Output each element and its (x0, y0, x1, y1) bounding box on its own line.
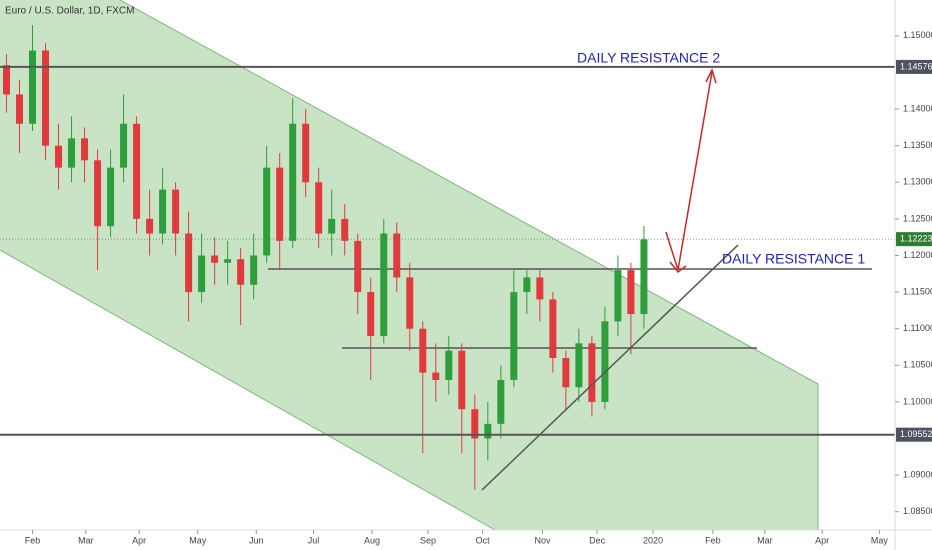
candles (3, 24, 648, 490)
candle-body (406, 277, 414, 329)
candle-body (263, 167, 271, 256)
y-tick-label: 1.13500 (903, 140, 932, 150)
x-tick-label: 2020 (643, 535, 663, 545)
x-tick-label: Aug (364, 535, 380, 545)
candle-body (549, 299, 557, 358)
y-tick-label: 1.15000 (903, 30, 932, 40)
y-tick-label: 1.13000 (903, 177, 932, 187)
x-tick-label: Sep (420, 535, 436, 545)
candle-body (81, 138, 89, 161)
x-tick-label: Dec (589, 535, 606, 545)
x-tick-label: Apr (815, 535, 829, 545)
price-label-box (896, 59, 932, 74)
candle-body (146, 218, 154, 234)
x-tick-label: Jun (249, 535, 264, 545)
candle-body (29, 50, 37, 124)
candle-body (198, 255, 206, 293)
candle-body (315, 182, 323, 234)
price-label: 1.14576 (900, 61, 932, 71)
y-tick-label: 1.11500 (903, 286, 932, 296)
candle-body (471, 409, 479, 439)
candle-body (120, 123, 128, 168)
candle-body (445, 350, 453, 380)
x-tick-label: Mar (757, 535, 773, 545)
x-tick-label: May (189, 535, 207, 545)
candle-body (510, 292, 518, 380)
price-label-box (896, 427, 932, 442)
candle-body (94, 160, 102, 227)
arrow-head (669, 261, 687, 274)
candle-body (276, 167, 284, 241)
candle-body (393, 233, 401, 278)
channel-edge (119, 0, 819, 385)
candle-body (172, 189, 180, 234)
x-tick-label: Feb (705, 535, 721, 545)
candle-body (536, 277, 544, 300)
y-tick-label: 1.08500 (903, 506, 932, 516)
y-tick-label: 1.10500 (903, 360, 932, 370)
candle-body (341, 218, 349, 241)
price-label-box (896, 232, 932, 247)
x-tick-label: Jul (308, 535, 320, 545)
candle-body (185, 233, 193, 293)
candle-body (3, 65, 11, 95)
axes: 1.15000 1.14000 1.13500 1.13000 1.12500 1.120… (25, 30, 932, 545)
candle-body (575, 343, 583, 388)
candle-body (601, 321, 609, 402)
candle-body (302, 123, 310, 183)
candle-body (107, 167, 115, 227)
channel (0, 0, 818, 530)
x-tick-label: Nov (534, 535, 551, 545)
candle-body (432, 372, 440, 380)
y-tick-label: 1.10000 (903, 396, 932, 406)
candle-body (133, 123, 141, 219)
channel-edge (0, 249, 496, 531)
candle-body (367, 292, 375, 337)
candle-body (224, 259, 232, 263)
annotation: DAILY RESISTANCE 1 (722, 251, 865, 267)
y-tick-label: 1.12500 (903, 213, 932, 223)
candle-body (237, 259, 245, 285)
arrow-head (705, 67, 717, 84)
candle-body (42, 50, 50, 146)
x-tick-label: Oct (476, 535, 491, 545)
trend-line (481, 244, 739, 491)
annotation: DAILY RESISTANCE 2 (577, 50, 720, 66)
candle-body (484, 423, 492, 439)
candle-body (16, 94, 24, 124)
candle-body (159, 189, 167, 234)
candle-body (68, 138, 76, 168)
candle-body (419, 328, 427, 373)
y-tick-label: 1.09000 (903, 469, 932, 479)
chart-title: Euro / U.S. Dollar, 1D, FXCM (5, 6, 134, 17)
candle-body (380, 233, 388, 337)
y-tick-label: 1.11000 (903, 323, 932, 333)
candle-body (354, 240, 362, 293)
candle-body (523, 277, 531, 293)
x-tick-label: May (871, 535, 889, 545)
price-label: 1.09552 (900, 429, 932, 439)
candle-body (640, 239, 648, 315)
candle-body (627, 270, 635, 315)
candle-body (250, 255, 258, 285)
candle-body (614, 270, 622, 322)
arrow (665, 71, 713, 271)
candle-body (55, 145, 63, 168)
candle-body (562, 357, 570, 388)
candle-body (328, 218, 336, 234)
x-tick-label: Mar (78, 535, 94, 545)
candle-body (497, 379, 505, 424)
y-tick-label: 1.14000 (903, 103, 932, 113)
y-tick-label: 1.12000 (903, 250, 932, 260)
candle-body (588, 343, 596, 402)
levels: 1.14576 1.09552 1.12223 (0, 59, 932, 442)
price-label: 1.12223 (900, 234, 932, 244)
candle-body (211, 255, 219, 263)
candle-body (289, 123, 297, 241)
candle-body (458, 350, 466, 410)
x-tick-label: Apr (132, 535, 146, 545)
x-tick-label: Feb (25, 535, 41, 545)
